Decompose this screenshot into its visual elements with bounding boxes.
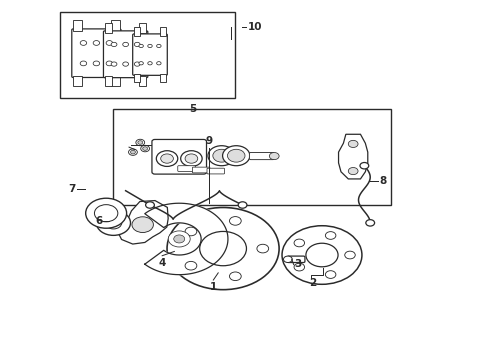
Circle shape	[156, 151, 178, 166]
Circle shape	[208, 146, 235, 166]
Circle shape	[146, 202, 154, 208]
Circle shape	[294, 239, 305, 247]
Circle shape	[168, 231, 190, 247]
Text: 1: 1	[210, 282, 217, 292]
FancyBboxPatch shape	[193, 167, 210, 173]
Circle shape	[161, 154, 173, 163]
Circle shape	[130, 150, 135, 154]
Circle shape	[128, 149, 137, 156]
Circle shape	[106, 41, 113, 45]
Circle shape	[132, 217, 153, 233]
Circle shape	[366, 220, 374, 226]
Circle shape	[139, 44, 144, 48]
FancyBboxPatch shape	[103, 31, 148, 78]
Circle shape	[157, 44, 161, 48]
Text: 5: 5	[189, 104, 196, 113]
Circle shape	[238, 202, 247, 208]
Circle shape	[200, 231, 246, 266]
Circle shape	[325, 271, 336, 278]
Circle shape	[97, 210, 130, 235]
Circle shape	[122, 42, 128, 46]
Circle shape	[348, 167, 358, 175]
Bar	[105, 23, 112, 33]
Circle shape	[148, 44, 152, 48]
Circle shape	[105, 217, 122, 229]
Circle shape	[141, 145, 149, 152]
Circle shape	[294, 263, 305, 271]
Circle shape	[148, 62, 152, 65]
Circle shape	[229, 217, 241, 225]
Polygon shape	[339, 134, 368, 179]
Circle shape	[93, 41, 99, 45]
Circle shape	[282, 226, 362, 284]
Circle shape	[174, 235, 185, 243]
Circle shape	[284, 256, 292, 262]
Circle shape	[111, 62, 117, 66]
FancyBboxPatch shape	[249, 153, 274, 159]
Bar	[111, 76, 120, 86]
Text: 8: 8	[379, 176, 386, 186]
Circle shape	[227, 149, 245, 162]
Circle shape	[306, 243, 338, 267]
Circle shape	[181, 151, 202, 166]
Circle shape	[345, 251, 355, 259]
Polygon shape	[117, 201, 168, 244]
Circle shape	[134, 42, 140, 46]
Circle shape	[80, 61, 87, 66]
Bar	[111, 21, 120, 31]
Circle shape	[257, 244, 269, 253]
Circle shape	[229, 272, 241, 280]
Text: 6: 6	[95, 216, 102, 226]
Bar	[139, 23, 147, 33]
Circle shape	[143, 147, 147, 150]
Text: 4: 4	[158, 257, 166, 267]
FancyBboxPatch shape	[72, 29, 121, 77]
FancyBboxPatch shape	[178, 166, 196, 171]
Bar	[105, 76, 112, 86]
Circle shape	[106, 61, 113, 66]
Bar	[73, 76, 82, 86]
FancyBboxPatch shape	[133, 34, 167, 75]
Bar	[60, 12, 235, 98]
Text: 2: 2	[309, 278, 317, 288]
Circle shape	[348, 140, 358, 148]
Circle shape	[111, 42, 117, 46]
Circle shape	[86, 198, 126, 228]
Bar	[114, 109, 391, 205]
Circle shape	[136, 139, 145, 146]
Circle shape	[134, 62, 140, 66]
Circle shape	[95, 204, 118, 222]
Circle shape	[139, 62, 144, 65]
Circle shape	[185, 227, 197, 236]
FancyBboxPatch shape	[288, 256, 305, 262]
Circle shape	[138, 141, 143, 144]
Circle shape	[185, 261, 197, 270]
Circle shape	[122, 62, 128, 66]
Text: 10: 10	[248, 22, 263, 32]
Circle shape	[270, 153, 279, 159]
Bar	[134, 73, 140, 82]
Bar	[160, 27, 166, 36]
Bar	[134, 27, 140, 36]
Circle shape	[93, 61, 99, 66]
Circle shape	[80, 41, 87, 45]
Polygon shape	[145, 203, 228, 275]
Circle shape	[185, 154, 198, 163]
Text: 3: 3	[294, 259, 302, 269]
Text: 7: 7	[69, 184, 76, 194]
Circle shape	[213, 149, 230, 162]
FancyBboxPatch shape	[152, 139, 206, 174]
Circle shape	[325, 231, 336, 239]
Text: 9: 9	[206, 136, 213, 146]
Circle shape	[222, 146, 250, 166]
Bar	[139, 76, 147, 86]
Circle shape	[157, 62, 161, 65]
Circle shape	[360, 162, 369, 169]
FancyBboxPatch shape	[207, 168, 224, 174]
Circle shape	[167, 207, 279, 290]
Bar	[73, 21, 82, 31]
Bar	[160, 73, 166, 82]
